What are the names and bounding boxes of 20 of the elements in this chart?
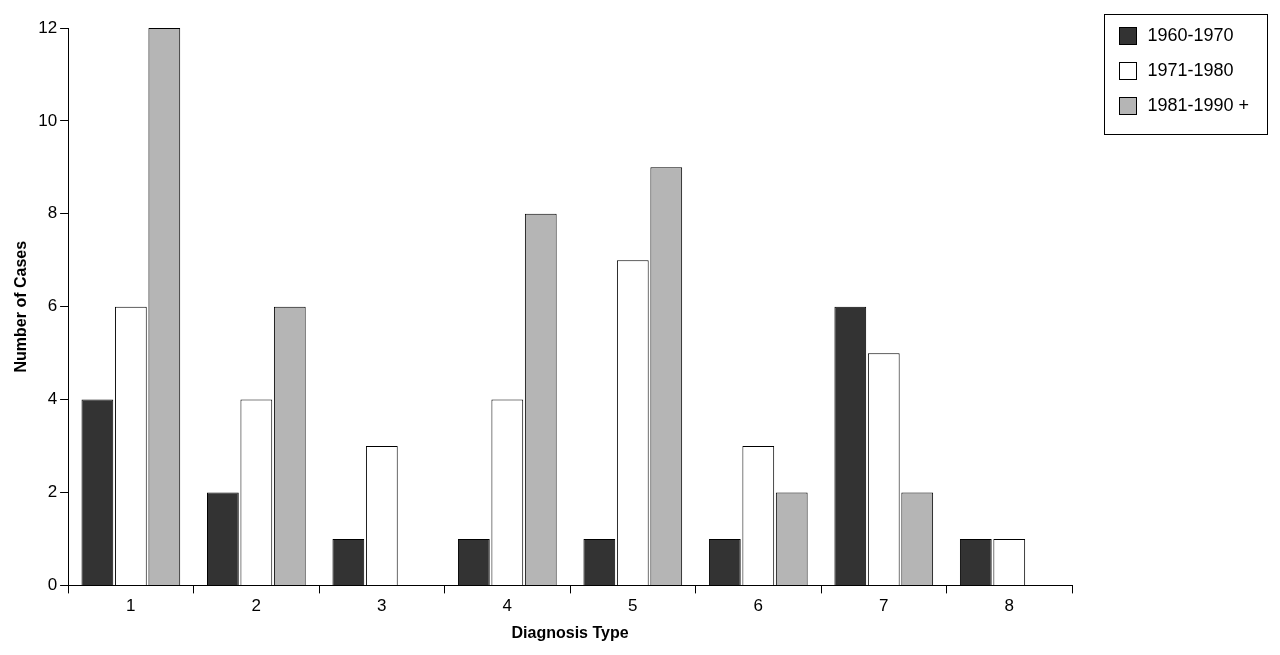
x-tick-label: 3 (377, 596, 387, 616)
y-tick-label: 4 (47, 389, 58, 409)
y-tick-label: 8 (47, 203, 58, 223)
y-tick-label: 10 (38, 110, 58, 130)
x-tick-label: 6 (753, 596, 764, 616)
text: 1971-1980 (1147, 60, 1234, 81)
y-tick-label: 2 (47, 482, 58, 502)
legend-label: 1960-1970 (1147, 25, 1234, 46)
y-axis-title: Number of Cases (12, 240, 30, 373)
y-tick-label: 6 (47, 296, 58, 316)
x-tick-label: 4 (502, 596, 513, 616)
x-axis-title: Diagnosis Type (511, 623, 629, 641)
x-tick-label: 8 (1004, 596, 1014, 616)
y-tick-label: 0 (47, 575, 58, 595)
x-tick-label: 5 (628, 596, 638, 616)
legend-label: 1981-1990 + (1147, 95, 1249, 116)
y-tick-label: 12 (38, 17, 58, 37)
x-tick-label: 1 (126, 596, 136, 616)
x-tick-label: 7 (879, 596, 889, 616)
x-tick-label: 2 (251, 596, 262, 616)
